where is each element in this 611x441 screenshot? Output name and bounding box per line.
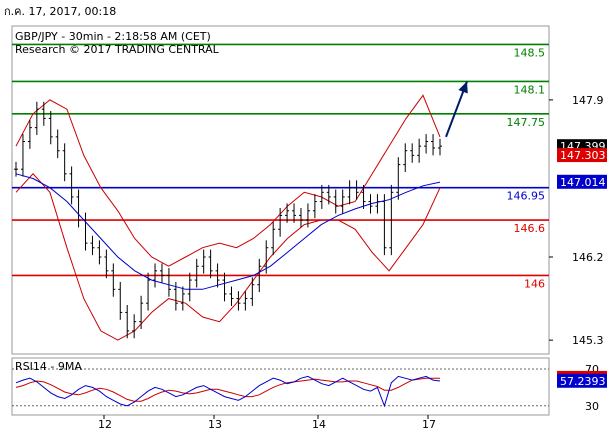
- price-badge-label: 147.303: [560, 149, 606, 162]
- rsi-line: [15, 375, 441, 408]
- level-label: 148.1: [514, 83, 546, 96]
- price-badge: [557, 174, 607, 189]
- x-tick-label: 17: [422, 418, 436, 431]
- moving-average: [15, 173, 441, 290]
- y-tick-label: 147.9: [572, 94, 604, 107]
- price-badge-label: 147.014: [560, 176, 606, 189]
- rsi-badge: [557, 373, 607, 388]
- rsi-title: RSI14 - 9MA: [15, 360, 82, 373]
- bollinger-lower: [15, 173, 441, 341]
- level-label: 148.5: [514, 46, 546, 59]
- main-plot-area: [11, 25, 550, 355]
- chart-title: GBP/JPY - 30min - 2:18:58 AM (CET): [15, 30, 211, 43]
- bollinger-upper: [15, 94, 441, 267]
- price-badge: [557, 148, 607, 163]
- arrow-head: [458, 81, 468, 94]
- rsi-tick-label: 30: [585, 400, 599, 413]
- chart-subtitle: Research © 2017 TRADING CENTRAL: [15, 43, 220, 56]
- level-label: 147.75: [507, 116, 546, 129]
- rsi-badge-label: 57.2393: [560, 375, 606, 388]
- level-label: 146.95: [507, 190, 546, 203]
- x-tick-label: 12: [98, 418, 112, 431]
- rsi-indicator: [12, 368, 549, 408]
- x-tick-label: 14: [312, 418, 326, 431]
- bollinger-bands: [15, 94, 441, 341]
- rsi-plot-area: [11, 357, 550, 416]
- candles: [14, 101, 442, 339]
- forecast-arrow: [445, 81, 468, 138]
- x-tick-label: 13: [208, 418, 222, 431]
- y-tick-label: 145.3: [572, 334, 604, 347]
- level-label: 146: [524, 277, 545, 290]
- y-tick-label: 146.2: [572, 251, 604, 264]
- rsi-ma-line: [15, 377, 440, 402]
- header-date: ก.ค. 17, 2017, 00:18: [4, 5, 117, 18]
- ma-line: [15, 173, 441, 290]
- level-label: 146.6: [514, 222, 546, 235]
